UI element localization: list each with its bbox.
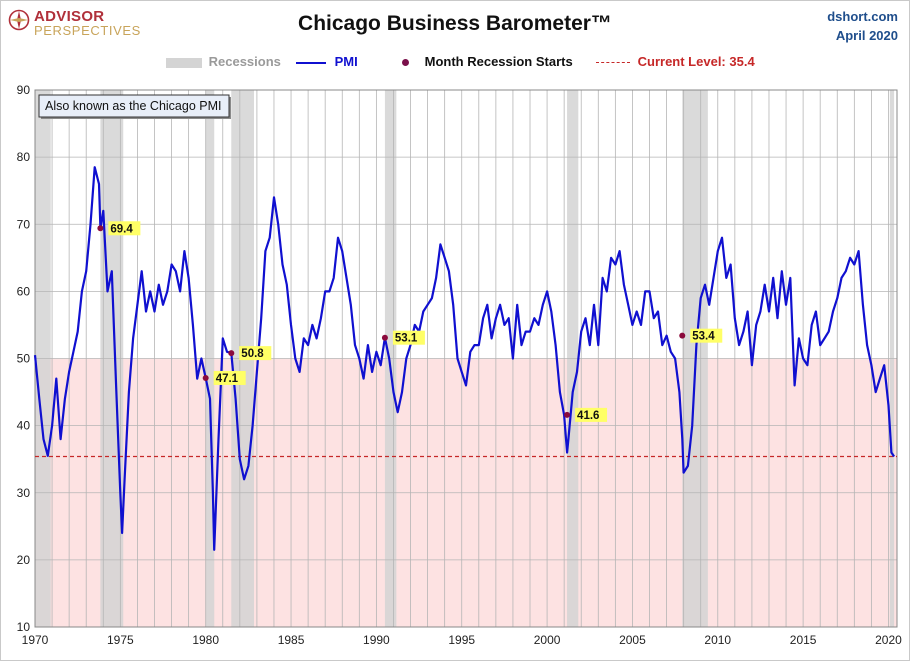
recession-start-label-bg [575,407,608,422]
legend-item-current-level: Current Level: 35.4 [596,53,755,71]
legend-item-pmi: PMI [296,53,358,71]
legend-label-recession-starts: Month Recession Starts [424,54,573,69]
recession-start-dot [679,332,686,339]
recession-start-label: 50.8 [241,348,264,360]
legend-label-pmi: PMI [334,54,358,69]
y-tick-label: 90 [17,83,31,97]
recession-start-label-bg [690,328,723,343]
recession-start-dot [564,411,571,418]
current-level-swatch [596,62,630,64]
recession-swatch [166,57,202,68]
x-tick-label: 1980 [192,633,219,647]
legend-item-recession-starts: Month Recession Starts [402,53,573,71]
recession-start-label-bg [213,370,246,385]
x-tick-label: 2000 [534,633,561,647]
y-tick-label: 30 [17,486,31,500]
x-tick-label: 2020 [875,633,902,647]
recession-start-dot-swatch [402,59,409,67]
y-tick-label: 70 [17,217,31,231]
pmi-line [33,166,896,551]
y-tick-label: 80 [17,150,31,164]
legend-label-current-level: Current Level: 35.4 [637,54,755,69]
x-tick-label: 1970 [22,633,49,647]
recession-start-label: 53.4 [692,331,715,343]
recession-start-dot [97,225,104,232]
recession-start-label: 47.1 [216,373,239,385]
recession-start-label-bg [108,221,141,236]
x-tick-label: 2015 [790,633,817,647]
y-tick-label: 40 [17,419,31,433]
note-box [38,94,230,118]
x-tick-label: 1975 [107,633,134,647]
recession-start-label-bg [392,330,425,345]
y-tick-label: 50 [17,352,31,366]
source-date: April 2020 [835,28,898,43]
x-tick-label: 2010 [704,633,731,647]
source-site: dshort.com [827,9,898,24]
recession-start-label: 53.1 [395,333,418,345]
recession-start-label: 69.4 [110,223,133,235]
recession-start-dot [228,350,235,357]
y-tick-label: 10 [17,620,31,634]
x-tick-label: 2005 [619,633,646,647]
x-tick-label: 1990 [363,633,390,647]
legend-item-recessions: Recessions [166,53,281,71]
x-tick-label: 1985 [278,633,305,647]
compass-icon [8,9,30,31]
logo-text-top: ADVISOR [34,8,105,25]
chart-title: Chicago Business Barometer™ [298,12,612,35]
logo-text-bottom: PERSPECTIVES [34,23,141,38]
y-tick-label: 20 [17,553,31,567]
legend-label-recessions: Recessions [208,54,281,69]
pmi-line-swatch [296,61,326,64]
x-tick-label: 1995 [448,633,475,647]
note-box-text: Also known as the Chicago PMI [45,99,221,113]
recession-start-dot [381,334,388,341]
source-block: dshort.com April 2020 [827,7,898,45]
recession-start-dot [202,374,209,381]
y-tick-label: 60 [17,284,31,298]
chart-legend: Recessions PMI Month Recession Starts Cu… [0,53,910,71]
recession-start-label-bg [239,346,272,361]
advisor-perspectives-logo: ADVISOR PERSPECTIVES [8,8,148,40]
recession-start-label: 41.6 [577,410,599,422]
